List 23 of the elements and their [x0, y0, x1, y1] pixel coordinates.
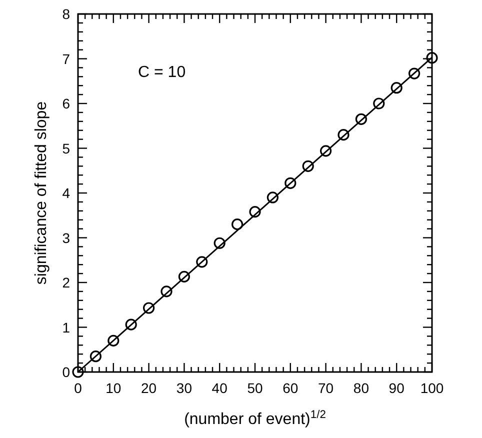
- x-tick-label: 50: [247, 380, 263, 396]
- x-axis-title: (number of event)$^{1/2}$: [184, 409, 326, 428]
- annotation: C = 10: [138, 64, 186, 81]
- y-tick-label: 8: [62, 6, 70, 22]
- y-tick-label: 0: [62, 364, 70, 380]
- y-tick-label: 1: [62, 319, 70, 336]
- y-tick-label: 5: [62, 140, 70, 156]
- y-axis-title: significance of fitted slope: [33, 101, 50, 285]
- x-tick-label: 60: [282, 380, 298, 396]
- x-tick-label: 10: [106, 380, 122, 396]
- x-tick-label: 70: [318, 380, 334, 396]
- y-tick-label: 3: [62, 230, 70, 246]
- x-tick-label: 20: [141, 380, 157, 396]
- x-tick-label: 30: [176, 380, 192, 396]
- x-tick-label: 80: [353, 380, 370, 396]
- y-tick-label: 6: [62, 96, 70, 112]
- x-tick-label: 100: [420, 380, 444, 396]
- y-tick-label: 4: [62, 185, 70, 201]
- x-tick-label: 40: [212, 380, 228, 396]
- x-tick-label: 90: [388, 380, 405, 396]
- x-tick-label: 0: [74, 380, 82, 396]
- y-tick-label: 2: [62, 274, 70, 290]
- y-tick-label: 7: [62, 50, 70, 67]
